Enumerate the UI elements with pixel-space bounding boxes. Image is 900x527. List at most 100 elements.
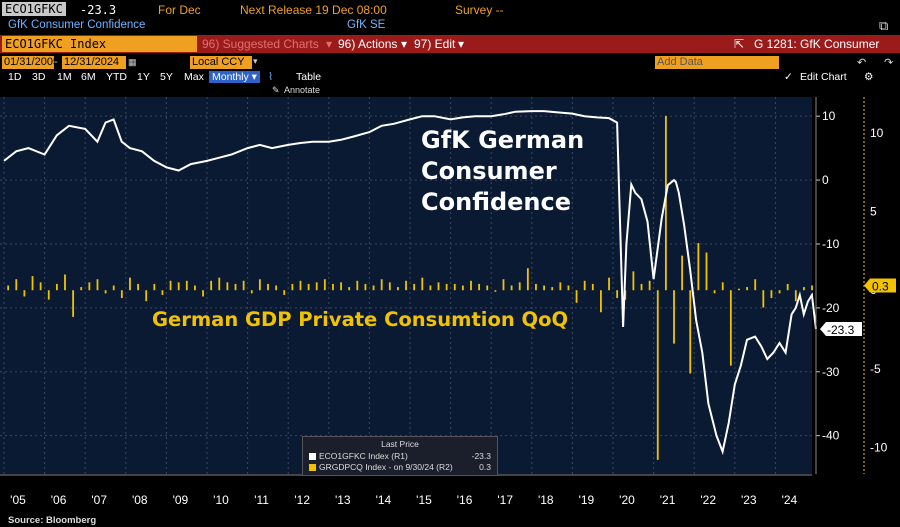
- tab-ytd[interactable]: YTD: [106, 71, 127, 83]
- actions-dropdown-icon[interactable]: ▾: [401, 37, 408, 51]
- bar-series-title: German GDP Private Consumtion QoQ: [152, 308, 568, 331]
- suggested-charts-menu[interactable]: 96) Suggested Charts: [202, 37, 319, 51]
- bar: [575, 290, 578, 303]
- bar: [340, 282, 342, 291]
- axis-r1-tick: -30: [822, 365, 840, 379]
- axis-x-tick: '21: [660, 493, 676, 507]
- bar: [583, 280, 586, 291]
- bar: [153, 283, 156, 291]
- bar: [120, 290, 123, 299]
- annotate-icon[interactable]: ✎: [272, 85, 280, 95]
- bar: [518, 282, 521, 291]
- table-button[interactable]: Table: [296, 71, 322, 83]
- tab-1m[interactable]: 1M: [57, 71, 72, 83]
- axis-x-tick: '07: [91, 493, 107, 507]
- currency-dropdown-icon[interactable]: ▾: [253, 56, 258, 66]
- legend-line-name: ECO1GFKC Index (R1): [319, 451, 408, 461]
- bar: [242, 280, 245, 291]
- date-row: 01/31/2005 - 12/31/2024 ▦ Local CCY ▾ Ad…: [2, 56, 894, 69]
- bar: [510, 285, 513, 291]
- axis-r1: 10 0 -10 -20 -30 -40: [815, 97, 840, 474]
- bar: [803, 287, 805, 291]
- redo-icon[interactable]: ↷: [884, 57, 894, 69]
- annotate-button[interactable]: Annotate: [284, 85, 321, 95]
- bar: [129, 277, 131, 291]
- line-series-title-3: Confidence: [421, 188, 571, 216]
- line-series: [3, 110, 817, 456]
- undo-icon[interactable]: ↶: [857, 57, 867, 69]
- bar: [567, 285, 570, 291]
- bar: [616, 290, 619, 299]
- currency-select[interactable]: Local CCY: [190, 56, 252, 69]
- line-chart-icon[interactable]: ⌇: [268, 71, 274, 83]
- frequency-label: Monthly: [212, 71, 249, 83]
- last-tag-bar: 0.3: [872, 280, 889, 294]
- axis-x-tick: '08: [132, 493, 148, 507]
- bar: [746, 287, 748, 291]
- bar: [656, 290, 659, 460]
- bar: [210, 280, 213, 291]
- bar: [291, 283, 294, 291]
- axis-x-tick: '05: [10, 493, 26, 507]
- tab-max[interactable]: Max: [184, 71, 204, 83]
- axis-x-tick: '09: [173, 493, 189, 507]
- bar: [445, 283, 448, 291]
- tab-5y[interactable]: 5Y: [160, 71, 173, 83]
- tab-3d[interactable]: 3D: [32, 71, 46, 83]
- action-bar: ECO1GFKC Index 96) Suggested Charts ▾ 96…: [0, 35, 900, 53]
- ticker-box[interactable]: ECO1GFKC: [2, 2, 66, 16]
- bar: [258, 279, 261, 291]
- bar: [811, 285, 813, 291]
- tools-icon[interactable]: ✓: [784, 71, 793, 83]
- popout-icon[interactable]: ⧉: [879, 18, 889, 33]
- edit-dropdown-icon[interactable]: ▾: [458, 37, 465, 51]
- frequency-select[interactable]: Monthly ▾: [209, 71, 260, 83]
- bar: [738, 288, 740, 291]
- edit-menu[interactable]: 97) Edit: [414, 37, 456, 51]
- next-release: Next Release 19 Dec 08:00: [240, 3, 387, 17]
- axis-x-tick: '06: [51, 493, 67, 507]
- tab-1d[interactable]: 1D: [8, 71, 22, 83]
- bar: [608, 277, 610, 291]
- end-date-input[interactable]: 12/31/2024: [62, 56, 126, 69]
- tab-1y[interactable]: 1Y: [137, 71, 150, 83]
- legend-item-line: ECO1GFKC Index (R1): [309, 451, 408, 461]
- bar: [380, 279, 383, 291]
- axis-r2-tick: 5: [870, 205, 877, 219]
- axis-x-tick: '20: [619, 493, 635, 507]
- axis-x-tick: '15: [416, 493, 432, 507]
- bar: [770, 290, 773, 299]
- bar: [15, 279, 18, 291]
- axis-r1-tick: 10: [822, 109, 836, 123]
- start-date-input[interactable]: 01/31/2005: [2, 56, 60, 69]
- bar: [169, 280, 172, 291]
- settings-icon[interactable]: ⚙: [864, 71, 874, 83]
- axis-r2-tick: -10: [870, 440, 888, 454]
- bar: [397, 287, 399, 291]
- bar: [705, 252, 708, 291]
- bar: [591, 283, 594, 291]
- bar: [786, 283, 789, 291]
- axis-x-tick: '10: [213, 493, 229, 507]
- bar: [88, 282, 91, 291]
- actions-menu[interactable]: 96) Actions: [338, 37, 398, 51]
- edit-chart-button[interactable]: Edit Chart: [800, 71, 847, 83]
- tab-6m[interactable]: 6M: [81, 71, 96, 83]
- bar: [729, 290, 732, 366]
- bar-series: [7, 115, 813, 460]
- security-field[interactable]: ECO1GFKC Index: [2, 36, 197, 52]
- calendar-icon[interactable]: ▦: [128, 57, 137, 67]
- bar: [161, 290, 164, 295]
- bar: [721, 282, 724, 291]
- bar: [600, 290, 602, 313]
- suggested-dropdown-icon[interactable]: ▾: [326, 37, 333, 51]
- bar: [697, 243, 700, 291]
- legend-line-value: -23.3: [471, 451, 491, 461]
- bar: [470, 280, 472, 291]
- export-icon[interactable]: ⇱: [734, 37, 745, 51]
- add-data-input[interactable]: Add Data: [655, 56, 779, 69]
- source-name: GfK SE: [347, 19, 386, 31]
- bar: [405, 280, 407, 291]
- axis-r1-tick: -20: [822, 301, 840, 315]
- bar: [145, 290, 148, 302]
